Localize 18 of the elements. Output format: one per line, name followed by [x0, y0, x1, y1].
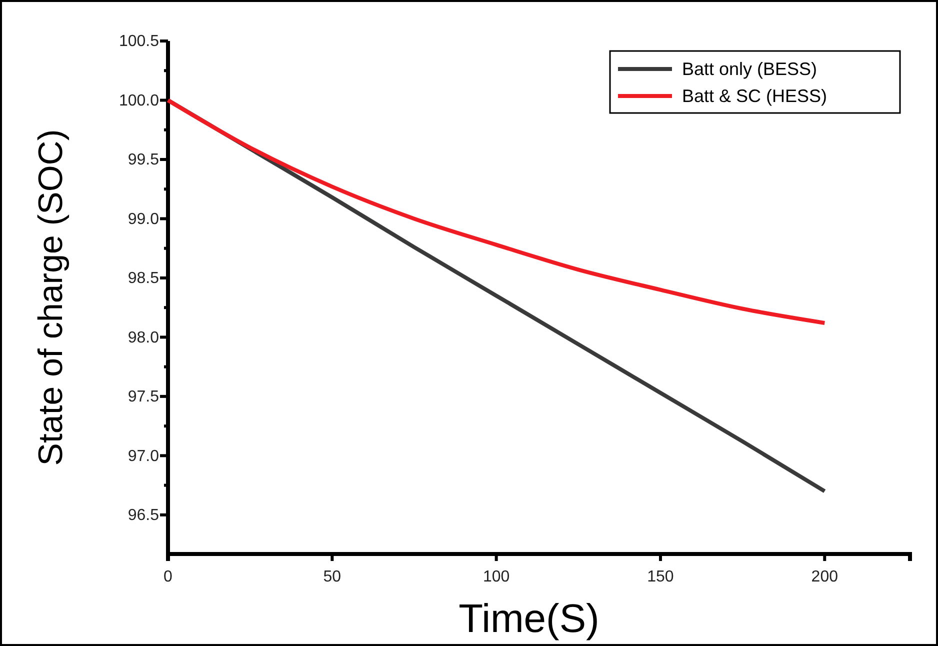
x-tick-label: 200 — [811, 568, 838, 586]
y-tick-label: 96.5 — [128, 507, 160, 524]
y-tick-label: 97.5 — [128, 388, 160, 406]
y-tick-label: 99.0 — [128, 210, 160, 228]
x-tick-label: 150 — [647, 568, 674, 586]
y-axis-title: State of charge (SOC) — [32, 129, 70, 466]
x-tick-label: 50 — [323, 568, 342, 586]
x-axis-title: Time(S) — [458, 597, 600, 641]
y-tick-label: 99.5 — [128, 152, 160, 169]
legend-label: Batt only (BESS) — [682, 59, 818, 79]
y-tick-label: 98.0 — [128, 329, 160, 346]
y-tick-label: 98.5 — [128, 270, 160, 288]
x-tick-label: 100 — [482, 568, 510, 586]
legend-label: Batt & SC (HESS) — [682, 86, 828, 106]
y-tick-label: 100.5 — [118, 33, 160, 50]
y-tick-label: 97.0 — [128, 448, 160, 465]
y-tick-label: 100.0 — [118, 92, 160, 110]
x-tick-label: 0 — [164, 568, 173, 586]
